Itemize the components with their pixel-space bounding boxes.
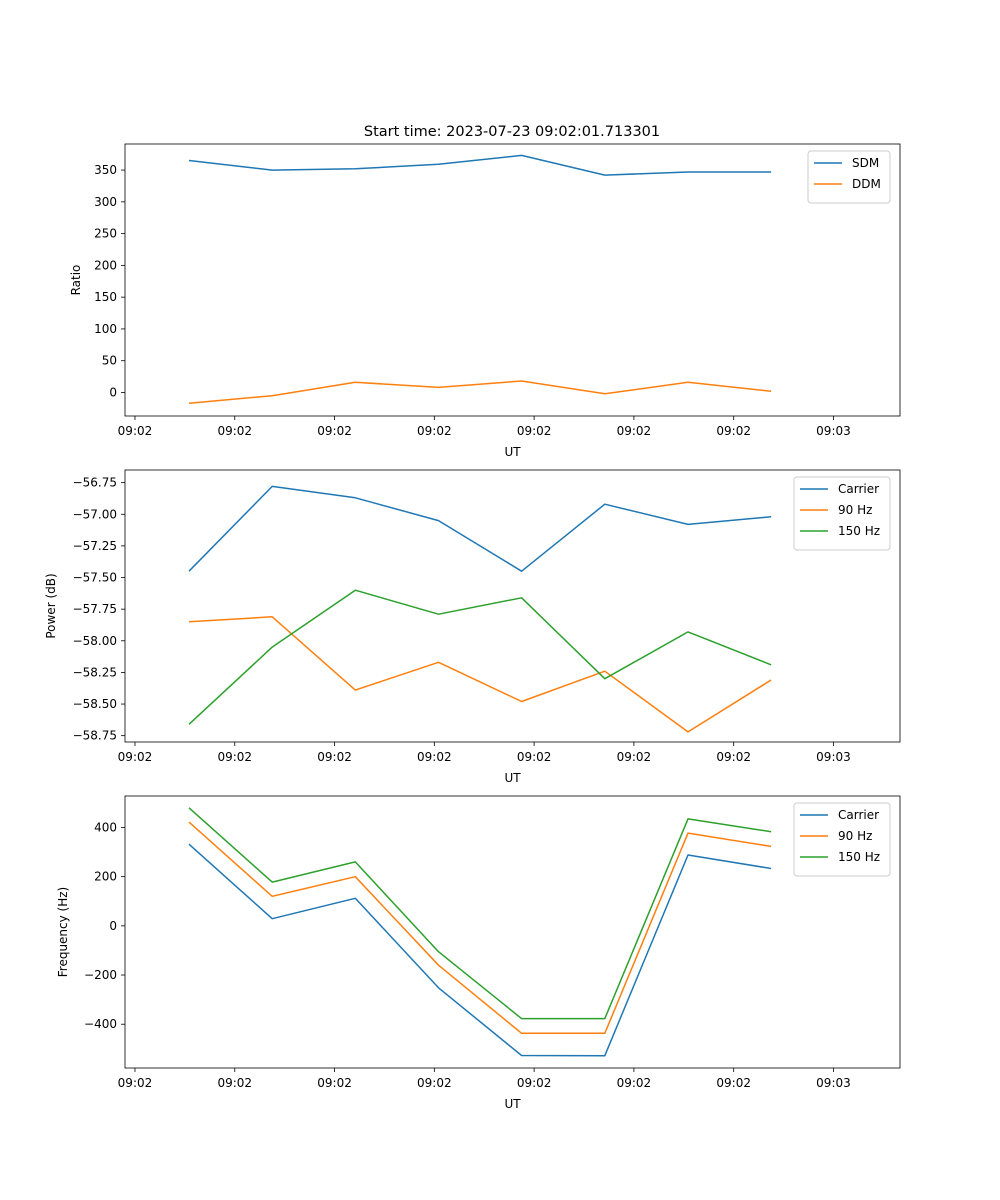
power-x-tick-label: 09:02 <box>716 750 751 764</box>
power-series-line-150-hz <box>188 589 772 725</box>
ratio-x-tick-label: 09:02 <box>617 424 652 438</box>
frequency-x-tick-label: 09:02 <box>118 1076 153 1090</box>
frequency-y-tick-label: 200 <box>94 870 117 884</box>
power-x-axis-label: UT <box>504 771 521 785</box>
frequency-legend-label-carrier: Carrier <box>838 808 879 822</box>
frequency-x-axis-label: UT <box>504 1097 521 1111</box>
power-y-tick-label: −58.00 <box>73 634 117 648</box>
power-y-tick-label: −57.25 <box>73 539 117 553</box>
power-y-axis-label: Power (dB) <box>44 573 58 638</box>
ratio-y-tick-label: 0 <box>109 385 117 399</box>
ratio-x-tick-label: 09:02 <box>517 424 552 438</box>
ratio-panel: 09:02 09:02 09:02 09:02 09:02 09:02 09:02 09:03… <box>69 143 901 459</box>
power-y-tick-label: −57.75 <box>73 602 117 616</box>
ratio-x-tick-label: 09:02 <box>716 424 751 438</box>
frequency-panel: 09:02 09:02 09:02 09:02 09:02 09:02 09:02 09:03… <box>56 795 901 1111</box>
power-panel: 09:02 09:02 09:02 09:02 09:02 09:02 09:02 09:03… <box>44 469 901 785</box>
power-x-tick-label: 09:02 <box>317 750 352 764</box>
frequency-y-tick-label: 400 <box>94 820 117 834</box>
power-x-tick-label: 09:02 <box>217 750 252 764</box>
power-y-tick-label: −56.75 <box>73 476 117 490</box>
frequency-x-tick-label: 09:03 <box>816 1076 851 1090</box>
ratio-x-tick-label: 09:02 <box>118 424 153 438</box>
power-series-line-90-hz <box>188 616 772 733</box>
frequency-legend-label-150-hz: 150 Hz <box>838 850 880 864</box>
frequency-series-line-carrier <box>188 843 772 1057</box>
power-y-tick-label: −58.25 <box>73 665 117 679</box>
ratio-x-tick-label: 09:02 <box>417 424 452 438</box>
ratio-y-tick-label: 350 <box>94 163 117 177</box>
ratio-y-tick-label: 50 <box>102 354 117 368</box>
frequency-x-tick-label: 09:02 <box>617 1076 652 1090</box>
power-x-tick-label: 09:02 <box>617 750 652 764</box>
ratio-y-tick-label: 200 <box>94 258 117 272</box>
ratio-x-tick-label: 09:02 <box>217 424 252 438</box>
power-x-tick-label: 09:02 <box>417 750 452 764</box>
power-legend-label-90-hz: 90 Hz <box>838 503 872 517</box>
frequency-axes-frame <box>124 795 901 1069</box>
frequency-x-tick-label: 09:02 <box>317 1076 352 1090</box>
frequency-series-line-90-hz <box>188 821 772 1035</box>
ratio-y-tick-label: 150 <box>94 290 117 304</box>
ratio-x-tick-label: 09:02 <box>317 424 352 438</box>
frequency-x-tick-label: 09:02 <box>417 1076 452 1090</box>
frequency-x-tick-label: 09:02 <box>716 1076 751 1090</box>
power-legend-label-carrier: Carrier <box>838 482 879 496</box>
frequency-x-tick-label: 09:02 <box>217 1076 252 1090</box>
ratio-legend-label-sdm: SDM <box>852 156 879 170</box>
power-y-tick-label: −57.00 <box>73 507 117 521</box>
power-x-tick-label: 09:03 <box>816 750 851 764</box>
ratio-legend <box>807 150 891 204</box>
power-y-tick-label: −57.50 <box>73 571 117 585</box>
frequency-x-tick-label: 09:02 <box>517 1076 552 1090</box>
power-axes-frame <box>124 469 901 743</box>
ratio-series-line-ddm <box>188 380 772 405</box>
frequency-y-tick-label: −200 <box>84 968 117 982</box>
frequency-y-tick-label: 0 <box>109 919 117 933</box>
power-y-tick-label: −58.75 <box>73 729 117 743</box>
power-series-line-carrier <box>188 485 772 572</box>
power-legend-label-150-hz: 150 Hz <box>838 524 880 538</box>
figure-title: Start time: 2023-07-23 09:02:01.713301 <box>364 124 660 140</box>
frequency-y-axis-label: Frequency (Hz) <box>56 887 70 978</box>
ratio-y-tick-label: 250 <box>94 227 117 241</box>
ratio-x-axis-label: UT <box>504 445 521 459</box>
power-x-tick-label: 09:02 <box>517 750 552 764</box>
ratio-y-tick-label: 300 <box>94 195 117 209</box>
ratio-series-line-sdm <box>188 154 772 176</box>
power-y-tick-label: −58.50 <box>73 697 117 711</box>
ratio-axes-frame <box>124 143 901 417</box>
ratio-x-tick-label: 09:03 <box>816 424 851 438</box>
ratio-y-axis-label: Ratio <box>69 265 83 296</box>
power-x-tick-label: 09:02 <box>118 750 153 764</box>
frequency-legend-label-90-hz: 90 Hz <box>838 829 872 843</box>
ratio-legend-label-ddm: DDM <box>852 177 881 191</box>
frequency-series-line-150-hz <box>188 807 772 1020</box>
ratio-y-tick-label: 100 <box>94 322 117 336</box>
frequency-y-tick-label: −400 <box>84 1017 117 1031</box>
